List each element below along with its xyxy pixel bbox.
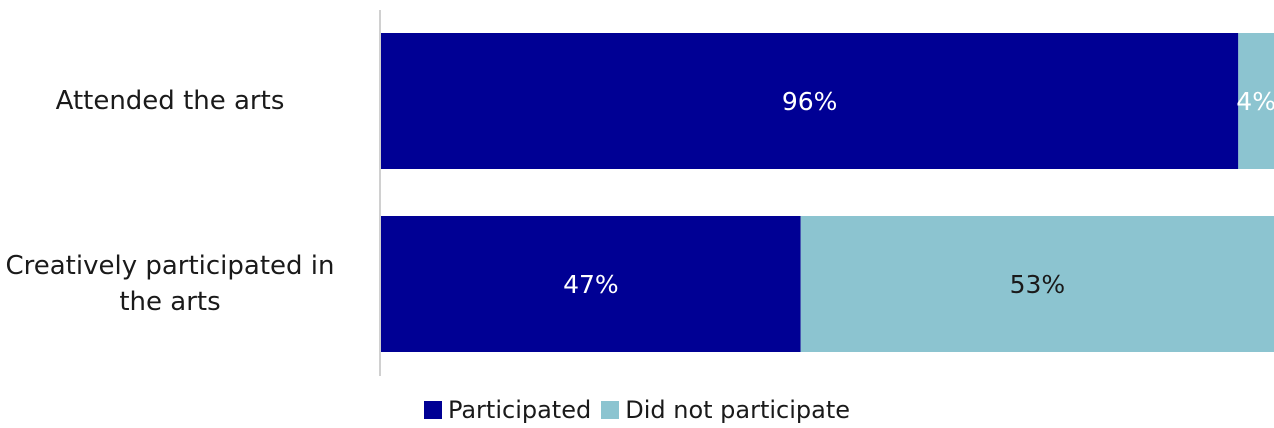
bar-attended-participated <box>381 33 1239 169</box>
legend-swatch-participated <box>423 401 442 419</box>
category-label-creatively-participated: Creatively participated in the arts <box>5 251 335 317</box>
data-label-creatively-participated-participated: 47% <box>563 270 619 299</box>
data-label-attended-did-not-participate: 4% <box>1236 87 1274 116</box>
bar-attended-did-not-participate <box>1238 33 1274 169</box>
category-label-attended: Attended the arts <box>55 86 285 116</box>
legend-swatch-did-not-participate <box>601 401 620 419</box>
data-label-attended-participated: 96% <box>782 87 838 116</box>
legend-item-did-not-participate: Did not participate <box>601 396 850 424</box>
bar-creatively-participated-participated <box>381 216 801 352</box>
data-label-creatively-participated-did-not-participate: 53% <box>1010 270 1066 299</box>
legend-label-participated: Participated <box>447 396 592 424</box>
bar-creatively-participated-did-not-participate <box>800 216 1274 352</box>
stacked-bar-chart: 96% 4% 47% 53% <box>379 10 1274 376</box>
legend-item-participated: Participated <box>423 396 592 424</box>
legend-label-did-not-participate: Did not participate <box>625 396 851 424</box>
legend: Participated Did not participate <box>0 392 1274 428</box>
